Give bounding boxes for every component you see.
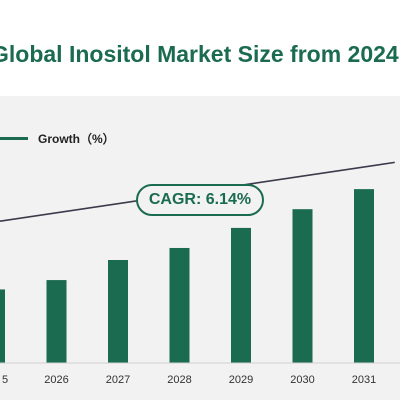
chart-title: Global Inositol Market Size from 2024 to… (0, 41, 400, 67)
legend-label: Growth（%） (38, 131, 115, 146)
legend: Growth（%） (0, 128, 115, 148)
bar-2028 (169, 247, 190, 363)
bar-2027 (108, 260, 128, 363)
bar-2025 (0, 289, 5, 363)
bars-group (0, 189, 374, 363)
x-tick-label: 2027 (106, 374, 130, 386)
x-tick-label: 2026 (44, 374, 68, 386)
x-tick-label: 2030 (290, 374, 314, 386)
x-tick-label: 2028 (167, 374, 191, 386)
bar-2026 (46, 280, 67, 363)
x-tick-label: 5 (2, 374, 8, 386)
bar-2029 (231, 227, 251, 363)
plot-area (0, 96, 400, 400)
cagr-badge: CAGR: 6.14% (136, 184, 264, 216)
legend-swatch (0, 136, 28, 140)
bar-2030 (292, 209, 313, 363)
bar-2031 (354, 189, 374, 363)
x-tick-label: 2029 (229, 374, 253, 386)
x-tick-label: 2031 (352, 374, 376, 386)
x-tick-labels: 5 2026 2027 2028 2029 2030 2031 (2, 374, 376, 386)
